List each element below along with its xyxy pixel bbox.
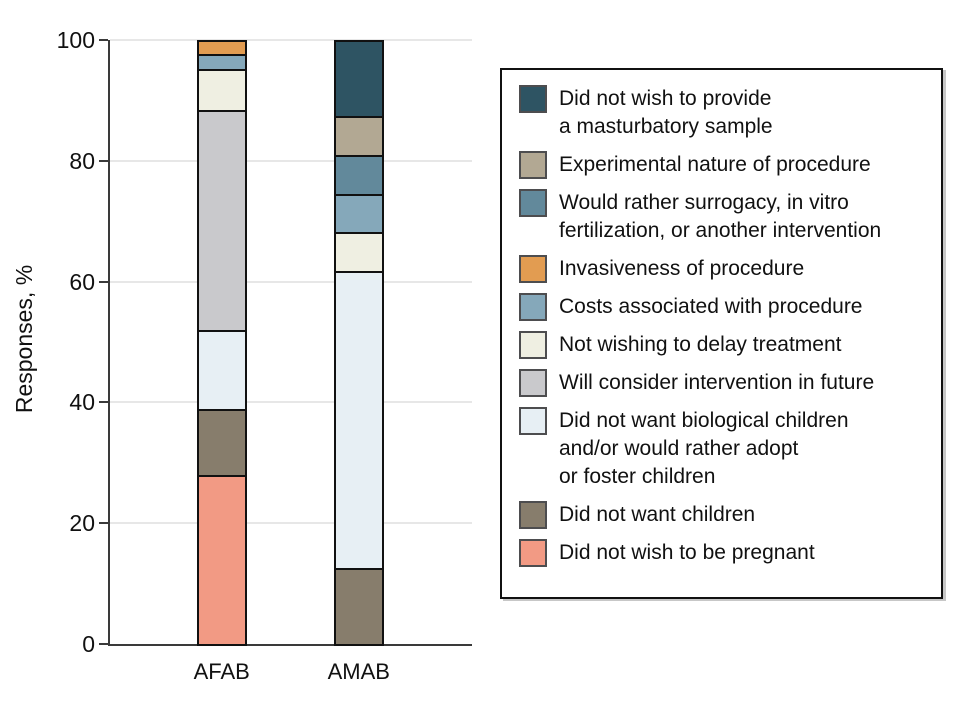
y-tick-label: 100 [56,27,95,53]
gridline [110,522,472,525]
legend-item: Not wishing to delay treatment [519,331,931,359]
bar-segment [198,71,245,112]
legend-item: Did not want children [519,501,931,529]
y-axis-tick [99,39,108,41]
bar-afab [196,40,247,646]
bar-segment [198,477,245,644]
legend-label: Did not wish to be pregnant [559,541,815,564]
legend-box: Did not wish to provide a masturbatory sa… [500,68,943,599]
legend-swatch [519,189,547,217]
legend-label: Invasiveness of procedure [559,257,805,280]
bar-segment [198,410,245,478]
legend-label: Did not wish to provide a masturbatory sa… [559,87,773,138]
bar-segment [335,117,382,157]
legend-item: Invasiveness of procedure [519,255,931,283]
y-axis-tick [99,280,108,283]
bar-segment [335,156,382,196]
legend-swatch [519,255,547,283]
legend-swatch [519,151,547,179]
plot-area [108,39,472,646]
legend-label: Did not want biological children and/or w… [559,409,849,488]
bar-segment [198,42,245,57]
legend-swatch [519,407,547,435]
bar-segment [198,111,245,333]
gridline [110,159,472,162]
y-axis-tick [99,522,108,525]
legend-item: Experimental nature of procedure [519,151,931,179]
bar-segment [335,570,382,644]
gridline [110,280,472,283]
legend-swatch [519,539,547,567]
legend-label: Will consider intervention in future [559,371,875,394]
y-tick-label: 40 [69,389,95,416]
bar-segment [198,332,245,411]
x-category-label: AMAB [327,659,390,684]
y-tick-label: 60 [69,268,95,295]
legend-label: Costs associated with procedure [559,295,863,318]
legend-swatch [519,293,547,321]
y-axis-tick [99,401,108,404]
legend-item: Costs associated with procedure [519,293,931,321]
gridline [110,39,472,41]
bar-segment [335,195,382,235]
legend-item: Did not wish to provide a masturbatory sa… [519,85,931,141]
bar-segment [335,234,382,274]
legend-swatch [519,331,547,359]
y-tick-label: 20 [69,510,95,537]
y-axis-tick [99,159,108,162]
bar-segment [335,42,382,118]
legend-label: Would rather surrogacy, in vitro fertiliz… [559,191,882,242]
x-category-label: AFAB [193,659,250,684]
y-tick-label: 80 [69,147,95,174]
legend-swatch [519,501,547,529]
legend-swatch [519,369,547,397]
bar-amab [333,40,384,646]
y-axis-tick [99,643,108,645]
legend-swatch [519,85,547,113]
y-tick-label: 0 [82,631,95,657]
legend-item: Would rather surrogacy, in vitro fertiliz… [519,189,931,245]
legend-item: Did not wish to be pregnant [519,539,931,567]
bar-segment [335,273,382,571]
gridline [110,401,472,404]
legend-label: Experimental nature of procedure [559,153,871,176]
legend-label: Not wishing to delay treatment [559,333,842,356]
legend-label: Did not want children [559,503,756,526]
legend-item: Will consider intervention in future [519,369,931,397]
legend-item: Did not want biological children and/or w… [519,407,931,491]
bar-segment [198,56,245,72]
